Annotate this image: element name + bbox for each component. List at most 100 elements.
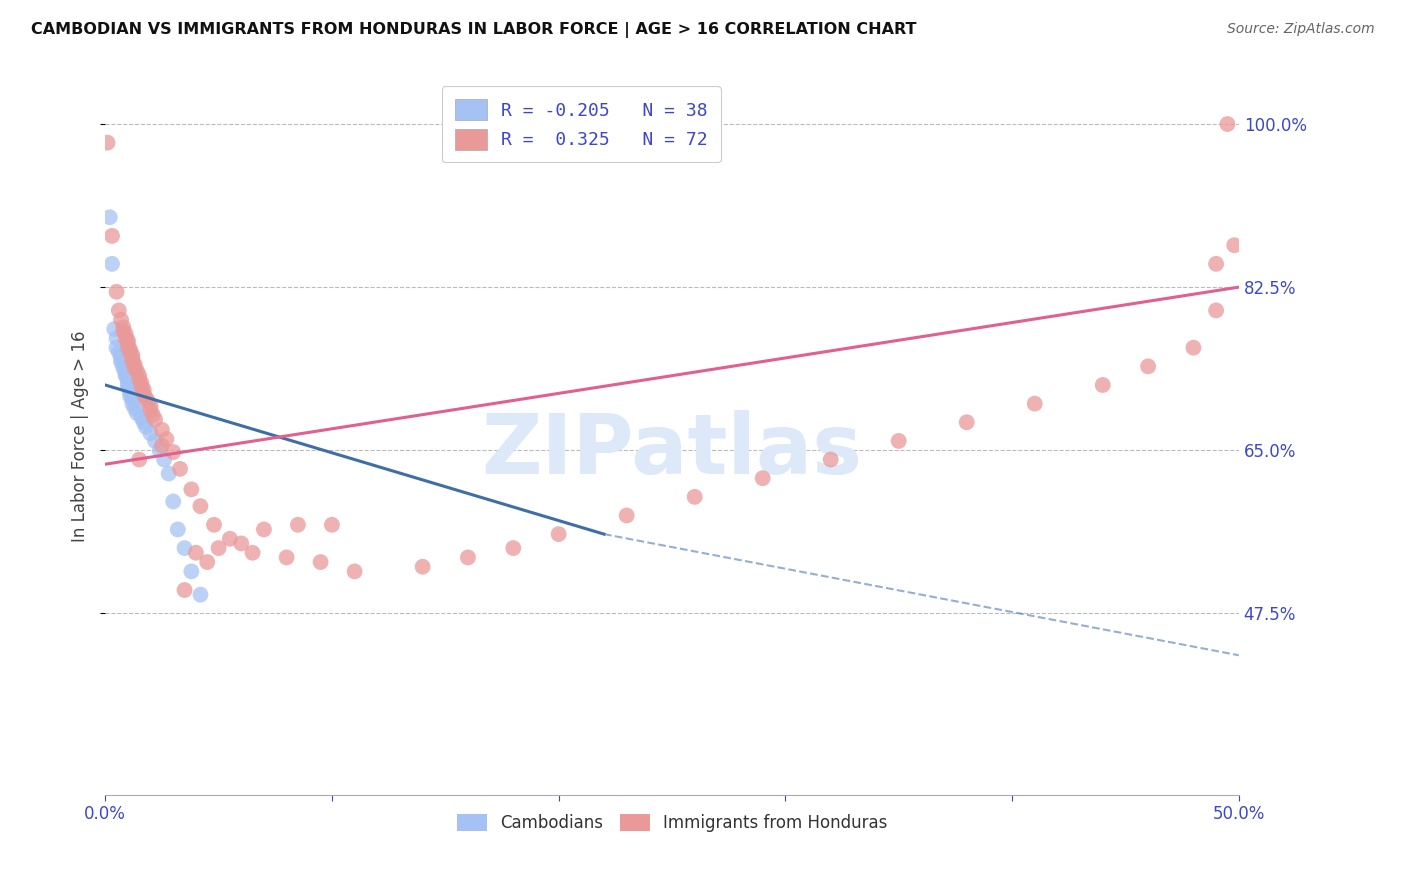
Point (117, 373, 139, 387)
Point (276, 550, 298, 565)
Point (180, 483, 202, 497)
Point (1205, 303, 1227, 318)
Point (114, 364, 136, 378)
Point (173, 541, 195, 555)
Point (457, 550, 479, 565)
Point (124, 358, 146, 372)
Point (820, 452, 842, 467)
Point (242, 546, 264, 560)
Point (121, 354, 143, 368)
Point (184, 546, 207, 560)
Point (155, 432, 177, 446)
Point (1137, 359, 1160, 374)
Point (125, 364, 148, 378)
Point (124, 361, 146, 376)
Point (956, 415, 979, 429)
Point (120, 343, 142, 357)
Point (150, 423, 173, 437)
Point (150, 439, 173, 453)
Point (112, 358, 135, 372)
Text: ZIPatlas: ZIPatlas (481, 410, 862, 491)
Point (98, 211, 121, 225)
Point (132, 383, 155, 397)
Point (202, 517, 225, 532)
Point (173, 582, 195, 597)
Point (135, 420, 157, 434)
Point (128, 368, 150, 383)
Point (139, 403, 162, 417)
Point (117, 376, 139, 391)
Point (114, 331, 136, 345)
Point (121, 351, 143, 366)
Point (103, 322, 125, 336)
Point (112, 320, 135, 334)
Point (502, 541, 524, 555)
Point (121, 348, 143, 362)
Point (207, 541, 229, 555)
Point (616, 508, 638, 523)
Point (110, 351, 132, 366)
Point (121, 397, 143, 411)
Point (149, 443, 172, 458)
Point (128, 452, 150, 467)
Point (131, 380, 153, 394)
Point (135, 391, 157, 405)
Point (110, 354, 132, 368)
Point (101, 228, 124, 243)
Point (120, 389, 142, 403)
Point (143, 412, 166, 426)
Point (120, 385, 142, 400)
Point (169, 462, 191, 476)
Point (117, 333, 139, 347)
Point (547, 527, 569, 541)
Point (195, 555, 218, 569)
Point (131, 376, 153, 391)
Point (132, 387, 155, 401)
Point (120, 383, 142, 397)
Point (253, 523, 276, 537)
Point (1182, 341, 1205, 355)
Point (108, 303, 131, 318)
Point (321, 517, 343, 532)
Point (105, 331, 128, 345)
Point (114, 367, 136, 381)
Point (131, 410, 153, 425)
Point (1091, 378, 1114, 392)
Point (683, 490, 706, 504)
Point (190, 588, 212, 602)
Text: Source: ZipAtlas.com: Source: ZipAtlas.com (1227, 22, 1375, 37)
Point (219, 532, 242, 546)
Point (1024, 397, 1046, 411)
Point (117, 336, 139, 351)
Point (1205, 257, 1227, 271)
Point (112, 361, 135, 376)
Point (139, 399, 162, 413)
Point (114, 326, 136, 341)
Point (143, 434, 166, 448)
Point (110, 348, 132, 362)
Point (114, 368, 136, 383)
Point (105, 285, 128, 299)
Point (101, 257, 124, 271)
Point (153, 452, 176, 467)
Point (117, 380, 139, 394)
Point (112, 324, 135, 338)
Point (343, 565, 366, 579)
Point (121, 392, 143, 406)
Point (751, 471, 773, 485)
Point (128, 372, 150, 386)
Point (117, 341, 139, 355)
Point (887, 434, 910, 448)
Point (110, 312, 132, 326)
Legend: R = -0.205   N = 38, R =  0.325   N = 72: R = -0.205 N = 38, R = 0.325 N = 72 (441, 87, 721, 162)
Point (157, 467, 180, 481)
Point (125, 406, 148, 420)
Point (105, 341, 128, 355)
Point (124, 401, 146, 416)
Point (132, 415, 155, 429)
Y-axis label: In Labor Force | Age > 16: In Labor Force | Age > 16 (72, 331, 89, 542)
Point (309, 555, 332, 569)
Point (287, 517, 309, 532)
Point (180, 565, 202, 579)
Point (96, 136, 118, 150)
